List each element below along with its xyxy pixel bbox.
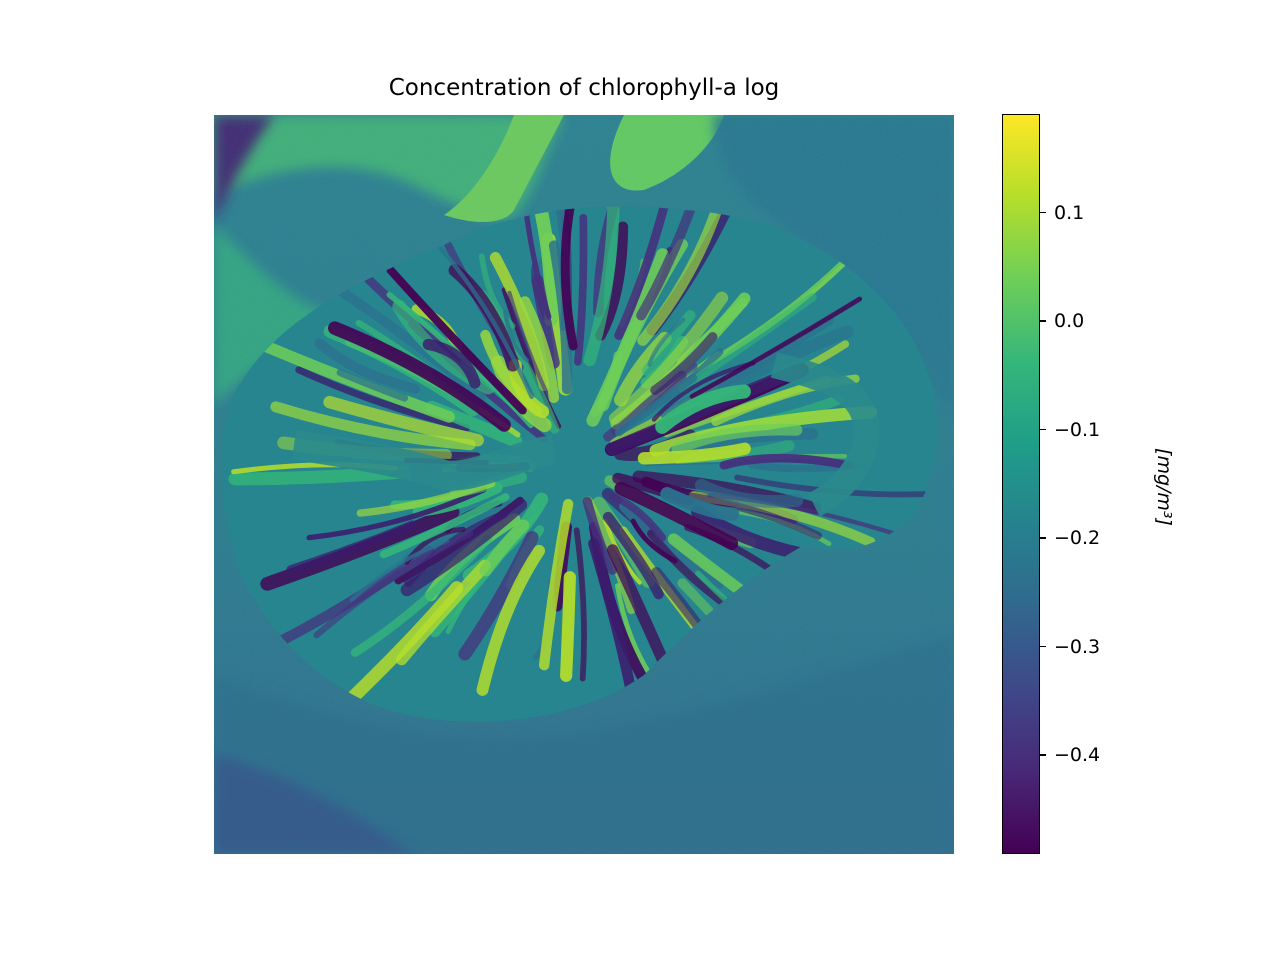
colorbar-tick-label: −0.2 [1054, 527, 1101, 550]
ridge-stroke [350, 534, 493, 657]
ridge-stroke [422, 338, 481, 389]
ridge-stroke [606, 364, 803, 456]
ridge-stroke [314, 338, 420, 394]
ridge-stroke [400, 498, 528, 597]
colorbar-tick-mark [1040, 754, 1046, 756]
heatmap-svg [214, 115, 954, 854]
ridge-stroke [435, 242, 534, 399]
ridge-stroke [583, 206, 620, 367]
colorbar-label: [mg/m³] [1153, 448, 1175, 526]
ridge-stroke [651, 360, 756, 422]
ridge-stroke [694, 478, 804, 508]
ridge-stroke [395, 559, 491, 666]
ridge-stroke [270, 401, 476, 451]
colorbar-tick-mark [1040, 645, 1046, 648]
ridge-stroke [615, 583, 651, 675]
ridge-stroke [606, 544, 674, 677]
island-ridges [228, 206, 938, 715]
ridge-stroke [574, 213, 588, 366]
colorbar-tick-mark [1040, 211, 1046, 214]
ridge-stroke [386, 266, 527, 415]
ridge-stroke [647, 317, 686, 367]
ridge-stroke [689, 296, 863, 399]
ridge-stroke [531, 274, 560, 369]
ridge-stroke [590, 350, 623, 417]
ridge-stroke [313, 530, 474, 639]
colorbar [1002, 114, 1040, 854]
colorbar-tick-mark [1040, 320, 1046, 322]
ridge-stroke [573, 527, 587, 682]
ridge-stroke [619, 500, 725, 589]
ridge-stroke [614, 374, 698, 437]
ridge-stroke [489, 252, 550, 392]
colorbar-tick-label: −0.3 [1054, 635, 1101, 658]
ridge-stroke [670, 490, 823, 540]
ridge-stroke [676, 297, 749, 367]
ridge-stroke [518, 206, 559, 327]
chart-title: Concentration of chlorophyll-a log [388, 75, 780, 101]
ridge-stroke [608, 492, 667, 542]
ridge-stroke [677, 292, 817, 394]
ridge-stroke [560, 571, 576, 682]
colorbar-tick-label: −0.1 [1054, 418, 1101, 441]
ridge-stroke [328, 321, 511, 432]
southwest-dark-water [214, 755, 414, 854]
east-bay [770, 352, 880, 517]
ridge-stroke [519, 296, 560, 404]
heatmap-image [214, 115, 954, 854]
ridge-stroke [479, 519, 530, 577]
ridge-stroke [608, 291, 729, 425]
ridge-stroke [602, 511, 664, 600]
ridge-stroke [582, 496, 618, 575]
colorbar-tick-mark [1040, 537, 1046, 539]
ridge-stroke [295, 366, 471, 432]
ridge-stroke [660, 487, 740, 521]
ridge-stroke [650, 332, 718, 395]
ridge-stroke [458, 531, 539, 661]
ridge-stroke [306, 487, 487, 541]
ridge-stroke [503, 309, 530, 363]
ridge-stroke [379, 493, 510, 559]
ridge-stroke [636, 206, 703, 321]
ridge-stroke [560, 206, 578, 351]
colorbar-tick-mark [1040, 428, 1046, 431]
west-bay [291, 430, 557, 491]
colorbar-tick-label: 0.1 [1054, 201, 1085, 224]
ridge-stroke [614, 481, 739, 550]
ridge-stroke [507, 290, 551, 401]
ridge-stroke [719, 453, 853, 470]
ridge-stroke [637, 442, 751, 465]
ridge-stroke [286, 520, 417, 574]
ridge-stroke [630, 518, 678, 564]
ridge-stroke [336, 368, 409, 402]
colorbar-tick-label: 0.0 [1054, 310, 1085, 333]
ridge-stroke [671, 423, 803, 455]
ridge-stroke [476, 544, 546, 696]
ridge-stroke [655, 384, 751, 434]
ridge-stroke [614, 206, 672, 340]
ridge-stroke [323, 395, 484, 447]
ridge-stroke [349, 539, 450, 602]
colorbar-tick-label: −0.4 [1054, 744, 1101, 767]
south-water [214, 635, 954, 854]
ridge-stroke [538, 498, 574, 671]
ridge-stroke [637, 206, 726, 346]
ridge-stroke [356, 479, 496, 517]
